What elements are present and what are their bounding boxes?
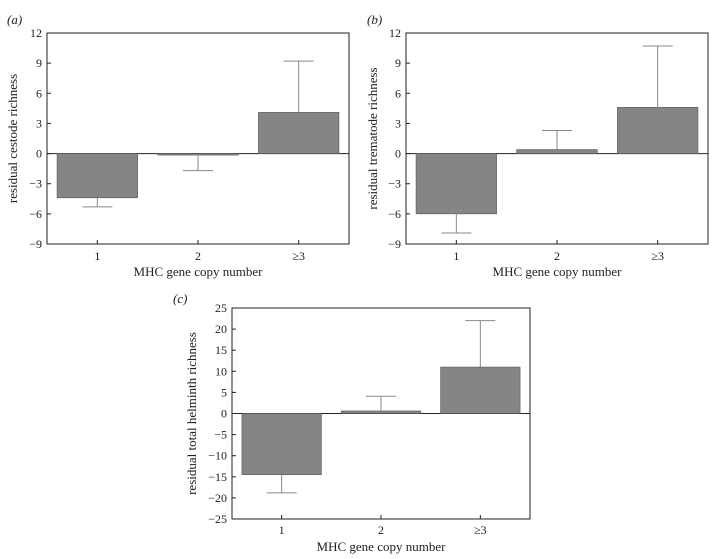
x-tick-label: 1 <box>279 523 285 537</box>
bar <box>440 366 521 414</box>
y-tick-label: 9 <box>36 56 42 70</box>
y-tick-label: −9 <box>388 237 401 251</box>
y-ticks: −9 −6 −3 0 3 6 9 12 <box>388 26 410 251</box>
y-tick-label: 12 <box>389 26 401 40</box>
y-tick-label: −5 <box>214 428 227 442</box>
y-tick-label: 6 <box>395 86 401 100</box>
x-tick-label: 2 <box>195 249 201 263</box>
y-tick-label: 0 <box>395 147 401 161</box>
x-tick-label: ≥3 <box>474 523 487 537</box>
y-tick-label: 25 <box>215 301 227 315</box>
bar <box>415 153 497 215</box>
y-tick-label: −3 <box>29 177 42 191</box>
x-tick-label: ≥3 <box>292 249 305 263</box>
y-tick-label: 12 <box>30 26 42 40</box>
y-tick-label: −6 <box>29 207 42 221</box>
y-tick-label: 5 <box>221 385 227 399</box>
y-tick-label: −20 <box>208 491 227 505</box>
y-tick-label: −15 <box>208 470 227 484</box>
y-ticks: −25 −20 −15 −10 −5 0 5 10 15 20 25 <box>208 301 236 526</box>
bar <box>516 149 598 154</box>
y-tick-label: −6 <box>388 207 401 221</box>
x-tick-label: 1 <box>94 249 100 263</box>
x-tick-label: ≥3 <box>651 249 664 263</box>
x-axis-label: MHC gene copy number <box>493 264 623 279</box>
y-tick-label: −25 <box>208 512 227 526</box>
x-tick-label: 2 <box>554 249 560 263</box>
x-ticks: 1 2 ≥3 <box>279 515 487 537</box>
y-tick-label: 15 <box>215 343 227 357</box>
bars <box>232 320 530 494</box>
x-tick-label: 1 <box>453 249 459 263</box>
x-ticks: 1 2 ≥3 <box>453 240 664 263</box>
bar <box>56 153 138 199</box>
y-axis-label: residual cestode richness <box>5 74 20 203</box>
y-tick-label: −3 <box>388 177 401 191</box>
panel-label: (c) <box>173 291 187 306</box>
y-tick-label: 6 <box>36 86 42 100</box>
panel-c-total-helminth: (c) −25 −20 −15 −10 −5 0 5 10 15 20 25 1 2 ≥3 MHC ge… <box>173 291 531 554</box>
panel-label: (a) <box>7 12 22 27</box>
panel-label: (b) <box>367 12 382 27</box>
bar <box>258 112 340 154</box>
y-tick-label: 10 <box>215 364 227 378</box>
y-axis-label: residual total helminth richness <box>184 332 199 495</box>
y-tick-label: 9 <box>395 56 401 70</box>
x-tick-label: 2 <box>378 523 384 537</box>
y-tick-label: −9 <box>29 237 42 251</box>
y-axis-label: residual trematode richness <box>365 67 380 209</box>
y-tick-label: 3 <box>36 116 42 130</box>
y-tick-label: 0 <box>221 407 227 421</box>
x-ticks: 1 2 ≥3 <box>94 240 305 263</box>
bar <box>241 413 322 475</box>
y-ticks: −9 −6 −3 0 3 6 9 12 <box>29 26 51 251</box>
bars <box>406 45 708 234</box>
bar <box>617 107 699 154</box>
y-tick-label: −10 <box>208 449 227 463</box>
bars <box>47 60 349 208</box>
y-tick-label: 0 <box>36 147 42 161</box>
x-axis-label: MHC gene copy number <box>317 539 447 554</box>
bar <box>340 410 422 414</box>
x-axis-label: MHC gene copy number <box>134 264 264 279</box>
y-tick-label: 3 <box>395 116 401 130</box>
y-tick-label: 20 <box>215 322 227 336</box>
